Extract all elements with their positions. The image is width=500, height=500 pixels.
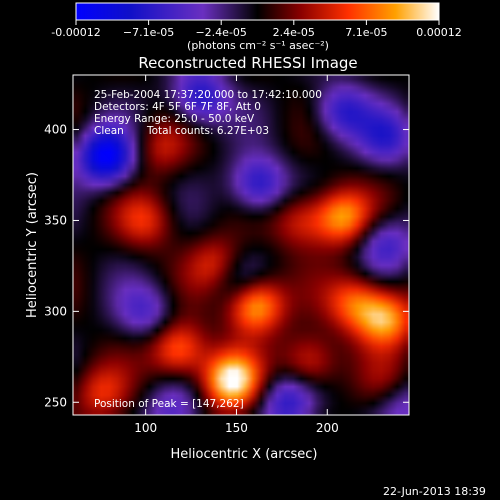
info-time: 25-Feb-2004 17:37:20.000 to 17:42:10.000 [94,89,322,101]
x-axis-label: Heliocentric X (arcsec) [171,447,318,462]
y-tick-label: 300 [44,304,67,318]
colorbar-tick-label: −7.1e-05 [123,26,174,39]
colorbar-tick-label: 7.1e-05 [345,26,387,39]
plot-frame [72,74,410,416]
info-energy: Energy Range: 25.0 - 50.0 keV [94,113,255,125]
x-axis-ticks: 100 150 200 [134,75,339,435]
y-tick-label: 350 [44,213,67,227]
colorbar-tick-label: 0.00012 [416,26,462,39]
colorbar [75,2,440,21]
info-detectors: Detectors: 4F 5F 6F 7F 8F, Att 0 [94,101,261,113]
colorbar-tick-label: -0.00012 [51,26,100,39]
colorbar-tick-label: −2.4e-05 [195,26,246,39]
colorbar-ticks: -0.00012 −7.1e-05 −2.4e-05 2.4e-05 7.1e-05 0.… [51,20,462,39]
info-method: Clean [94,125,124,137]
heatmap-image [73,75,409,415]
x-tick-label: 150 [225,421,248,435]
y-axis-label: Heliocentric Y (arcsec) [25,172,40,318]
x-tick-label: 200 [316,421,339,435]
colorbar-units: (photons cm⁻² s⁻¹ asec⁻²) [187,39,329,52]
y-tick-label: 250 [44,395,67,409]
peak-position-label: Position of Peak = [147,262] [94,398,244,410]
chart-title: Reconstructed RHESSI Image [138,54,357,72]
colorbar-tick-label: 2.4e-05 [273,26,315,39]
info-counts: Total counts: 6.27E+03 [146,125,269,137]
y-axis-ticks: 250 300 350 400 [44,123,409,409]
x-tick-label: 100 [134,421,157,435]
y-tick-label: 400 [44,123,67,137]
footer-date: 22-Jun-2013 18:39 [383,485,486,498]
